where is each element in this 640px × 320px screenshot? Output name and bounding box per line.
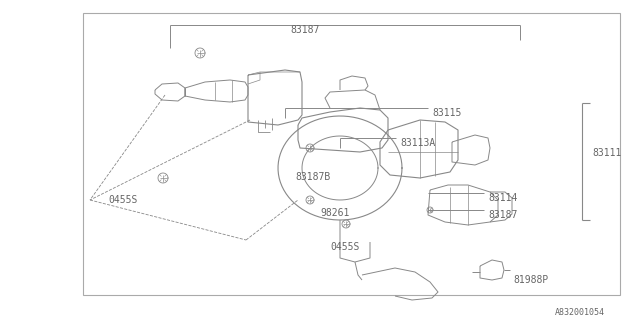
Text: 98261: 98261 [320,208,349,218]
Text: 83187B: 83187B [295,172,330,182]
Bar [83,13,620,295]
Text: 83111: 83111 [592,148,621,158]
Text: 83115: 83115 [432,108,461,118]
Text: 0455S: 0455S [330,242,360,252]
Text: 83187: 83187 [290,25,319,35]
Text: 83187: 83187 [488,210,517,220]
Text: 83113A: 83113A [400,138,435,148]
Text: 83114: 83114 [488,193,517,203]
Text: 0455S: 0455S [108,195,138,205]
Text: A832001054: A832001054 [555,308,605,317]
Text: 81988P: 81988P [513,275,548,285]
